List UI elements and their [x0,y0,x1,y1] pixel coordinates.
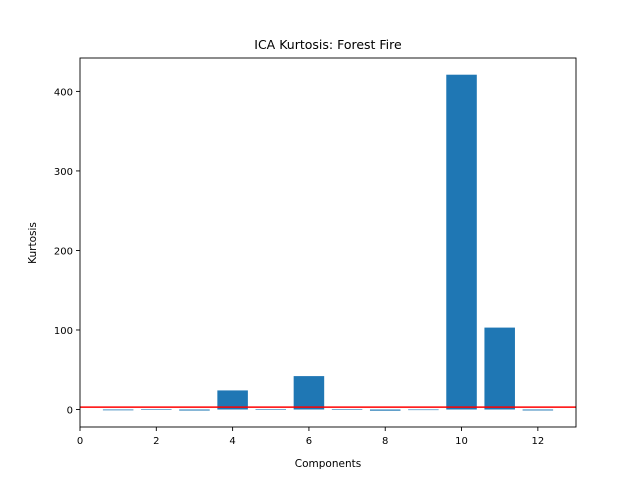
bar-component-2 [141,409,172,410]
x-axis-label: Components [295,458,361,470]
bar-component-1 [102,409,134,411]
x-tick-label: 6 [306,436,312,447]
y-tick-label: 300 [54,167,73,178]
x-tick-label: 0 [77,436,83,447]
x-tick-label: 12 [531,436,544,447]
bar-component-11 [484,327,515,410]
bar-component-10 [446,74,477,410]
bar-component-3 [179,409,210,411]
bar-component-6 [293,376,325,410]
chart-title: ICA Kurtosis: Forest Fire [254,37,402,52]
bar-component-4 [217,390,248,410]
x-tick-label: 4 [229,436,235,447]
bar-component-5 [255,409,287,410]
bar-group [102,74,554,411]
y-tick-label: 400 [54,87,73,98]
y-axis-label: Kurtosis [27,222,39,264]
x-tick-label: 2 [153,436,159,447]
bar-component-8 [369,409,401,411]
bar-component-7 [331,409,363,410]
y-tick-label: 200 [54,246,73,257]
y-tick-label: 0 [67,406,73,417]
x-axis-ticks: 0 2 4 6 8 10 12 [77,427,544,447]
x-tick-label: 10 [455,436,468,447]
y-tick-label: 100 [54,326,73,337]
x-tick-label: 8 [382,436,388,447]
bar-component-9 [408,409,439,411]
plot-frame [79,57,577,428]
bar-component-12 [522,409,554,411]
y-axis-ticks: 0 100 200 300 400 [54,87,80,417]
